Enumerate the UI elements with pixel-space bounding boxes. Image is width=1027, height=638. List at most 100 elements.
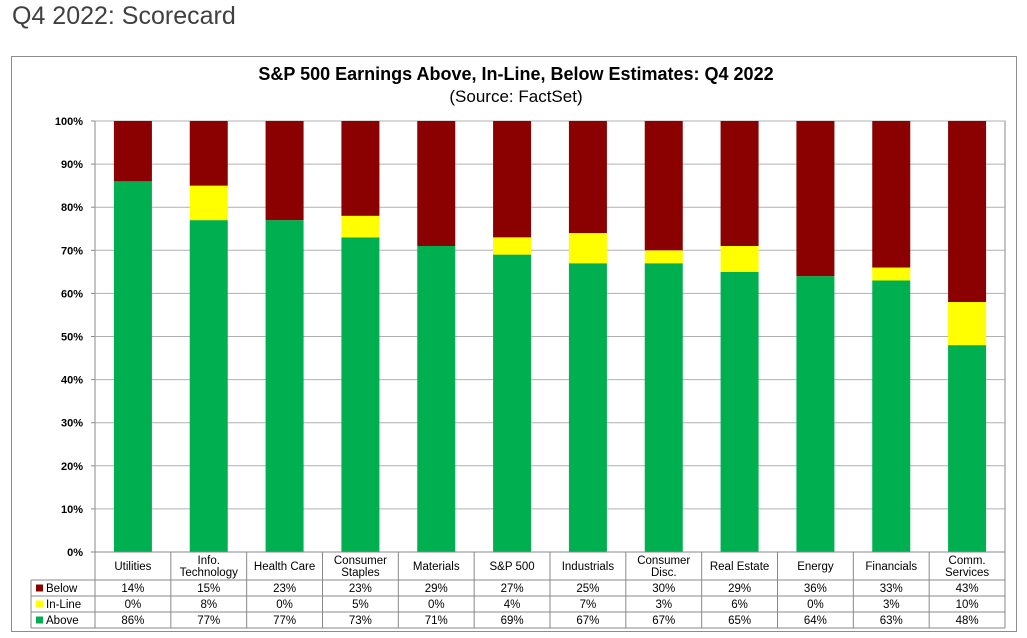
legend-key-above xyxy=(36,616,43,624)
bar-below xyxy=(872,121,911,268)
data-label: 64% xyxy=(804,615,827,627)
bars xyxy=(113,121,987,553)
legend-key-below xyxy=(36,584,43,592)
data-label: 10% xyxy=(956,599,979,611)
category-label: Real Estate xyxy=(710,561,769,573)
bar-in-line xyxy=(948,302,987,346)
legend-label: In-Line xyxy=(46,599,81,611)
y-tick-label: 100% xyxy=(55,116,83,128)
data-label: 3% xyxy=(655,599,672,611)
bar-above xyxy=(720,271,759,552)
bar-in-line xyxy=(568,233,607,264)
bar-above xyxy=(493,254,532,553)
data-label: 77% xyxy=(273,615,296,627)
data-label: 43% xyxy=(956,583,979,595)
bar-above xyxy=(113,181,152,552)
data-table: Utilities Info. Technology Health Care Consu… xyxy=(30,551,1006,629)
page-title: Q4 2022: Scorecard xyxy=(12,2,236,30)
data-label: 5% xyxy=(352,599,369,611)
bar-above xyxy=(417,245,456,553)
y-tick-label: 10% xyxy=(61,504,83,516)
data-label: 48% xyxy=(956,615,979,627)
category-label: Financials xyxy=(865,561,917,573)
bar-below xyxy=(644,121,683,251)
bar-in-line xyxy=(341,215,380,238)
category-label: Health Care xyxy=(254,561,315,573)
category-label: Energy xyxy=(797,561,834,573)
data-label: 0% xyxy=(807,599,824,611)
category-label: Industrials xyxy=(562,561,615,573)
data-label: 33% xyxy=(880,583,903,595)
data-label: 6% xyxy=(731,599,748,611)
legend-label: Above xyxy=(46,615,79,627)
bar-below xyxy=(568,121,607,234)
data-label: 7% xyxy=(580,599,597,611)
bar-below xyxy=(341,121,380,216)
category-label: Consumer Staples xyxy=(334,555,387,579)
bar-in-line xyxy=(720,245,759,272)
category-label: Utilities xyxy=(114,561,151,573)
bar-below xyxy=(265,121,304,221)
legend-key-in-line xyxy=(36,600,43,608)
bar-above xyxy=(568,263,607,552)
data-label: 67% xyxy=(576,615,599,627)
bar-below xyxy=(948,121,987,303)
data-label: 3% xyxy=(883,599,900,611)
data-label: 27% xyxy=(501,583,524,595)
bar-above xyxy=(644,263,683,552)
data-label: 0% xyxy=(125,599,142,611)
bar-below xyxy=(417,121,456,246)
bar-below xyxy=(189,121,228,186)
y-tick-label: 90% xyxy=(61,159,83,171)
y-tick-label: 30% xyxy=(61,418,83,430)
data-label: 86% xyxy=(121,615,144,627)
bar-above xyxy=(265,220,304,552)
category-label: Comm. Services xyxy=(945,555,989,579)
legend-label: Below xyxy=(46,583,78,595)
data-label: 29% xyxy=(425,583,448,595)
data-label: 67% xyxy=(652,615,675,627)
data-label: 15% xyxy=(197,583,220,595)
y-axis-ticks: 0% 10% 20% 30% 40% 50% 60% 70% 80% 90% 100% xyxy=(55,116,95,559)
chart-title: S&P 500 Earnings Above, In-Line, Below E… xyxy=(258,64,773,84)
data-label: 65% xyxy=(728,615,751,627)
bar-in-line xyxy=(872,267,911,281)
data-label: 36% xyxy=(804,583,827,595)
chart-subtitle: (Source: FactSet) xyxy=(449,87,582,106)
bar-below xyxy=(493,121,532,238)
bar-below xyxy=(796,121,835,277)
data-label: 30% xyxy=(652,583,675,595)
category-label: Materials xyxy=(413,561,460,573)
bar-above xyxy=(189,220,228,552)
y-tick-label: 80% xyxy=(61,202,83,214)
data-label: 23% xyxy=(273,583,296,595)
category-label: Consumer Disc. xyxy=(637,555,690,579)
category-label: S&P 500 xyxy=(489,561,534,573)
data-label: 25% xyxy=(576,583,599,595)
category-label: Info. Technology xyxy=(180,555,238,579)
y-tick-label: 20% xyxy=(61,461,83,473)
data-label: 73% xyxy=(349,615,372,627)
bar-below xyxy=(113,121,152,182)
data-label: 0% xyxy=(428,599,445,611)
bar-below xyxy=(720,121,759,246)
bar-above xyxy=(872,280,911,552)
data-label: 0% xyxy=(276,599,293,611)
y-tick-label: 50% xyxy=(61,332,83,344)
data-label: 14% xyxy=(121,583,144,595)
bar-above xyxy=(341,237,380,552)
data-label: 4% xyxy=(504,599,521,611)
bar-above xyxy=(796,276,835,552)
gridlines xyxy=(94,120,1006,553)
bar-above xyxy=(948,345,987,552)
data-label: 63% xyxy=(880,615,903,627)
data-label: 69% xyxy=(501,615,524,627)
data-label: 8% xyxy=(200,599,217,611)
y-tick-label: 40% xyxy=(61,375,83,387)
data-label: 71% xyxy=(425,615,448,627)
bar-in-line xyxy=(189,185,228,221)
bar-in-line xyxy=(493,237,532,255)
bar-in-line xyxy=(644,250,683,264)
data-label: 29% xyxy=(728,583,751,595)
